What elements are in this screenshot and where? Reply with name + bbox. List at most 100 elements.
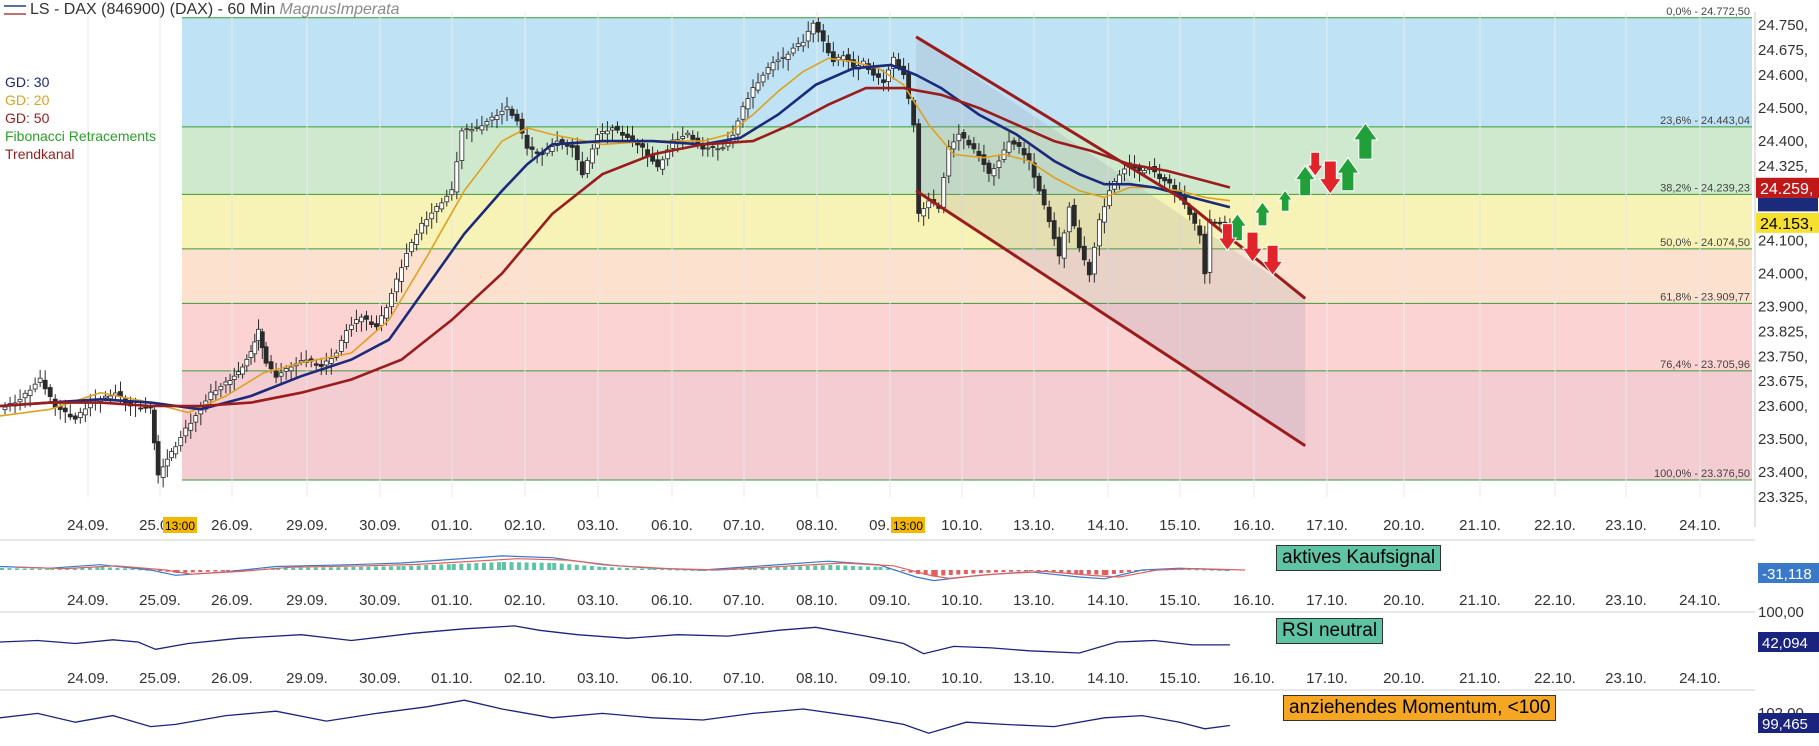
x-tick-label: 24.10. xyxy=(1679,517,1721,534)
candle-body xyxy=(1071,204,1077,227)
channel-area xyxy=(916,36,1306,446)
x-tick-label: 03.10. xyxy=(577,670,619,687)
macd-bar xyxy=(1187,569,1192,571)
macd-bar xyxy=(597,566,602,570)
macd-bar xyxy=(647,568,652,570)
y-tick-label: 23.325, xyxy=(1758,489,1808,506)
macd-bar xyxy=(87,567,92,570)
macd-bar xyxy=(567,564,572,570)
candle-body xyxy=(2,406,8,411)
candle-body xyxy=(82,408,88,416)
macd-bar xyxy=(130,568,135,570)
price-tag xyxy=(1756,212,1819,233)
macd-bar xyxy=(790,566,795,570)
candle-body xyxy=(1061,232,1067,259)
y-tick-label: 24.500, xyxy=(1758,100,1808,117)
macd-bar xyxy=(306,567,311,570)
macd-bar xyxy=(901,570,906,572)
x-tick-label: 15.10. xyxy=(1159,517,1201,534)
arrow-up-icon xyxy=(1352,122,1379,160)
candle-body xyxy=(160,466,166,478)
x-tick-label: 03.10. xyxy=(577,517,619,534)
candle-body xyxy=(273,370,279,378)
macd-bar xyxy=(409,565,414,570)
macd-bar xyxy=(1016,570,1021,572)
candle-body xyxy=(183,427,189,437)
macd-bar xyxy=(431,564,436,570)
candle-body xyxy=(364,315,369,320)
channel-lower xyxy=(915,189,1307,447)
candle-body xyxy=(680,136,686,139)
candle-body xyxy=(956,133,962,142)
macd-line xyxy=(0,555,1230,582)
macd-bar xyxy=(1001,570,1006,573)
fibonacci-zones: 0,0% - 24.772,50 23,6% - 24.443,04 38,2% -… xyxy=(182,6,1752,481)
candle-body xyxy=(444,195,450,203)
candle-body xyxy=(820,30,826,42)
macd-bar xyxy=(702,570,707,571)
macd-bar xyxy=(589,566,594,570)
macd-bar xyxy=(1086,570,1091,575)
candle-body xyxy=(851,59,856,68)
macd-bar xyxy=(547,562,552,570)
candle-body xyxy=(313,363,319,366)
macd-bar xyxy=(559,563,564,570)
candle-body xyxy=(690,134,696,140)
candle-body xyxy=(1081,245,1087,261)
macd-bar xyxy=(502,562,506,570)
macd-bar xyxy=(873,566,878,570)
macd-bar xyxy=(45,568,50,570)
candle-body xyxy=(227,380,233,385)
candle-body xyxy=(750,87,756,98)
macd-bar xyxy=(65,568,70,570)
macd-bar xyxy=(908,570,913,573)
macd-bar xyxy=(509,562,514,570)
candle-body xyxy=(625,133,630,138)
candle-body xyxy=(996,160,1002,168)
candle-body xyxy=(1016,142,1022,147)
candle-body xyxy=(354,319,359,324)
macd-bar xyxy=(396,566,401,570)
x-tick-label: 13.10. xyxy=(1013,670,1055,687)
chart-title-text: LS - DAX (846900) (DAX) - 60 Min xyxy=(30,1,276,18)
arrow-down-icon xyxy=(1261,244,1284,277)
x-tick-label: 07.10. xyxy=(723,517,765,534)
macd-bar xyxy=(986,570,991,573)
x-tick-label: 15.10. xyxy=(1159,670,1201,687)
candle-body xyxy=(710,146,716,148)
axes: 24.750, 24.675, 24.600, 24.500, 24.400, 24.32… xyxy=(67,12,1808,687)
candle-body xyxy=(22,392,28,399)
candle-body xyxy=(504,106,510,111)
x-tick-label: 24.09. xyxy=(67,592,109,609)
macd-bar xyxy=(835,565,840,570)
x-tick-label: 07.10. xyxy=(723,592,765,609)
x-tick-label: 06.10. xyxy=(651,517,693,534)
candle-body xyxy=(213,390,219,396)
x-tick-label: 25.09. xyxy=(139,592,181,609)
macd-bar xyxy=(886,568,891,570)
x-tick-label: 06.10. xyxy=(651,592,693,609)
title-line-icon xyxy=(4,4,26,15)
candle-body xyxy=(1202,233,1208,275)
candle-body xyxy=(47,387,53,398)
candle-body xyxy=(1217,221,1223,225)
macd-bar xyxy=(1209,569,1214,571)
macd-bar xyxy=(183,570,188,573)
macd-bar xyxy=(517,562,522,570)
x-tick-label: 25.09. xyxy=(139,670,181,687)
watermark: MagnusImperata xyxy=(279,1,400,18)
candle-body xyxy=(976,150,982,157)
y-tick-label: 24.600, xyxy=(1758,67,1808,84)
candle-body xyxy=(876,73,881,78)
macd-bar xyxy=(1194,569,1199,571)
candle-body xyxy=(825,42,831,54)
arrow-down-icon xyxy=(1217,223,1238,252)
x-tick-label: 21.10. xyxy=(1459,517,1501,534)
candle-body xyxy=(27,389,33,396)
x-tick-label: 22.10. xyxy=(1534,592,1576,609)
x-tick-label: 08.10. xyxy=(796,670,838,687)
y-tick-label: 23.400, xyxy=(1758,464,1808,481)
macd-bar xyxy=(1044,570,1049,572)
candle-body xyxy=(1036,175,1042,192)
macd-bar xyxy=(213,570,218,572)
